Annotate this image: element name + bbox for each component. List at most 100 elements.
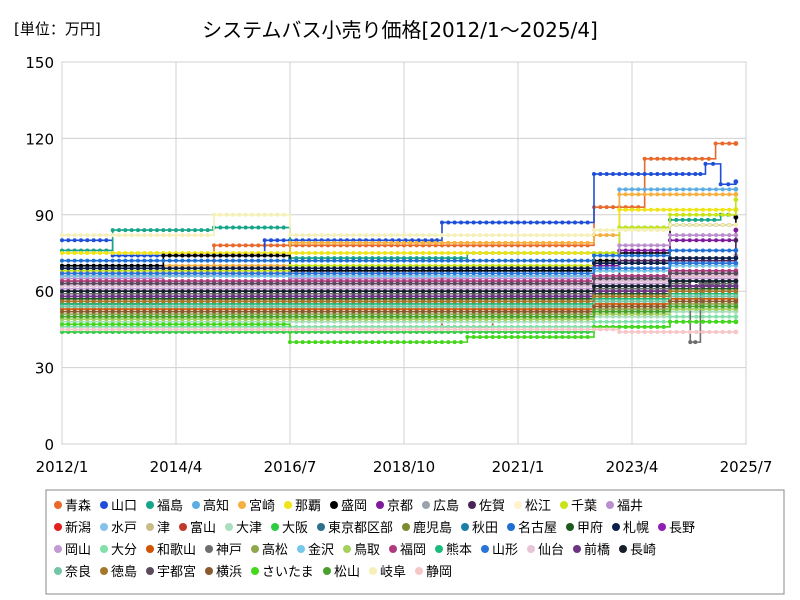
data-point	[129, 309, 134, 314]
data-point	[269, 225, 273, 230]
data-point	[224, 266, 229, 271]
data-point	[714, 284, 719, 289]
data-point	[231, 243, 235, 248]
data-point	[433, 266, 438, 271]
data-point	[332, 299, 337, 304]
data-point	[402, 258, 406, 263]
data-point	[243, 289, 248, 294]
data-point	[332, 304, 337, 309]
data-point	[478, 304, 482, 309]
data-point	[714, 238, 719, 243]
data-point	[611, 294, 615, 299]
y-tick-label: 30	[35, 360, 54, 378]
data-point	[642, 187, 647, 192]
data-point	[694, 271, 699, 276]
data-point	[161, 299, 166, 304]
data-point	[110, 281, 115, 286]
data-point	[700, 256, 705, 261]
data-point	[528, 266, 533, 271]
data-point	[649, 187, 653, 192]
data-point	[674, 212, 679, 217]
data-point	[98, 299, 102, 304]
data-point	[300, 251, 305, 255]
data-point	[123, 228, 128, 233]
data-point	[598, 299, 603, 304]
data-point	[66, 299, 71, 304]
chart-title: システムバス小売り価格[2012/1～2025/4]	[202, 18, 598, 42]
data-point	[205, 322, 210, 327]
data-point	[452, 281, 457, 286]
data-point	[231, 299, 235, 304]
data-point	[452, 304, 457, 309]
data-point	[478, 294, 482, 299]
data-point	[687, 271, 692, 276]
data-point	[408, 340, 413, 345]
data-point	[256, 258, 261, 263]
data-point	[269, 304, 273, 309]
data-point	[681, 284, 686, 289]
data-point	[275, 225, 280, 230]
data-point	[642, 284, 647, 289]
data-point	[560, 251, 565, 255]
data-point	[700, 279, 705, 284]
data-point	[687, 212, 692, 217]
data-point	[560, 299, 565, 304]
data-point	[727, 319, 732, 324]
data-point	[364, 271, 368, 276]
data-point	[237, 266, 242, 271]
data-point	[452, 258, 457, 263]
data-point	[123, 281, 128, 286]
data-point	[332, 289, 337, 294]
data-point	[262, 299, 267, 304]
data-point	[395, 266, 400, 271]
data-point	[91, 322, 96, 327]
data-point	[611, 253, 615, 258]
data-point	[733, 260, 739, 266]
data-point	[72, 294, 77, 299]
data-point	[98, 294, 102, 299]
data-point	[167, 314, 172, 319]
data-point	[174, 258, 178, 263]
data-point	[357, 299, 362, 304]
data-point	[237, 212, 242, 217]
data-point	[186, 258, 191, 263]
data-point	[319, 258, 324, 263]
data-point	[733, 248, 739, 253]
data-point	[642, 248, 647, 253]
data-point	[408, 233, 413, 238]
data-point	[573, 271, 577, 276]
data-point	[294, 294, 299, 299]
data-point	[231, 258, 235, 263]
data-point	[700, 319, 705, 324]
data-point	[649, 309, 653, 314]
data-point	[408, 240, 413, 245]
data-point	[104, 304, 109, 309]
data-point	[604, 253, 609, 258]
data-point	[535, 289, 539, 294]
data-point	[237, 309, 242, 314]
data-point	[579, 240, 584, 245]
data-point	[72, 314, 77, 319]
data-point	[60, 314, 64, 319]
data-point	[288, 304, 292, 309]
data-point	[649, 192, 653, 197]
data-point	[642, 253, 647, 258]
data-point	[694, 304, 699, 309]
data-point	[471, 271, 476, 276]
data-point	[148, 271, 153, 276]
data-point	[364, 240, 368, 245]
data-point	[661, 248, 666, 253]
data-point	[288, 289, 292, 294]
data-point	[262, 294, 267, 299]
data-point	[199, 322, 204, 327]
data-point	[668, 279, 672, 284]
data-point	[630, 207, 634, 212]
data-point	[471, 335, 476, 340]
data-point	[345, 271, 349, 276]
data-point	[319, 314, 324, 319]
data-point	[180, 253, 185, 258]
data-point	[617, 261, 622, 266]
data-point	[478, 309, 482, 314]
data-point	[79, 294, 83, 299]
data-point	[288, 294, 292, 299]
